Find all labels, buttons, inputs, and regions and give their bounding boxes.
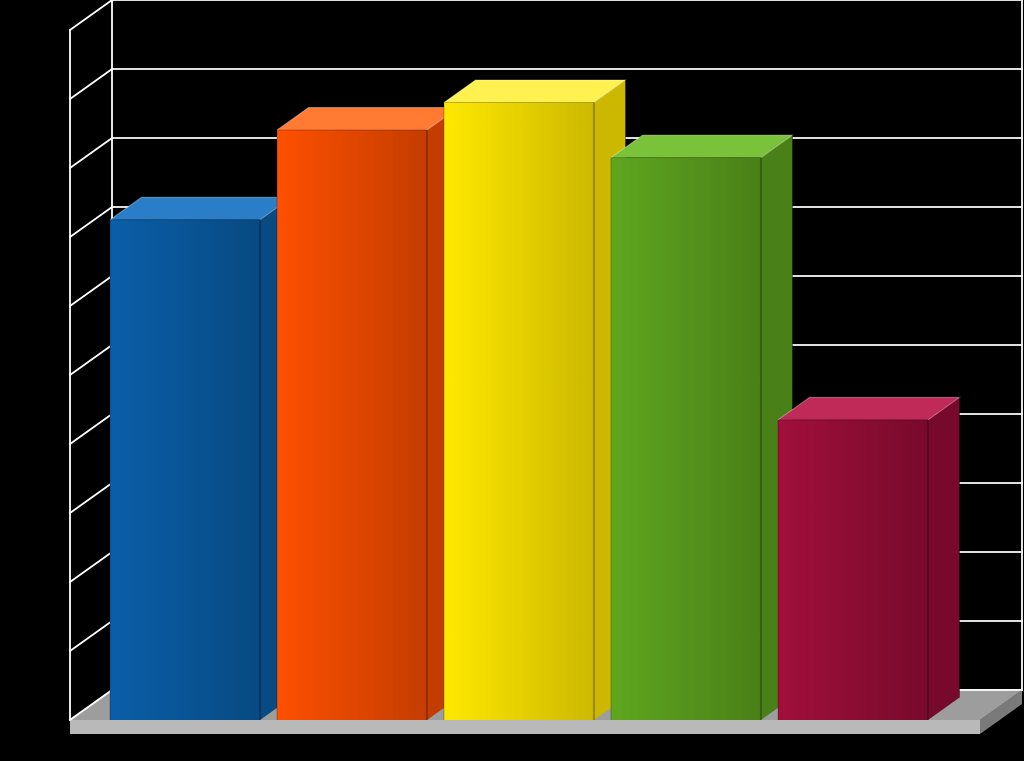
bar-2 bbox=[444, 80, 626, 720]
bar-1 bbox=[277, 108, 459, 720]
floor-front bbox=[70, 720, 980, 734]
bar-side bbox=[928, 397, 960, 720]
bar-front bbox=[611, 158, 761, 720]
bar-front bbox=[110, 220, 260, 720]
bar-0 bbox=[110, 197, 292, 720]
bar-front bbox=[444, 102, 594, 720]
bar-3 bbox=[611, 135, 793, 720]
bar-front bbox=[778, 420, 928, 720]
bar-front bbox=[277, 130, 427, 720]
bar-4 bbox=[778, 397, 960, 720]
bar-chart-3d bbox=[0, 0, 1024, 761]
